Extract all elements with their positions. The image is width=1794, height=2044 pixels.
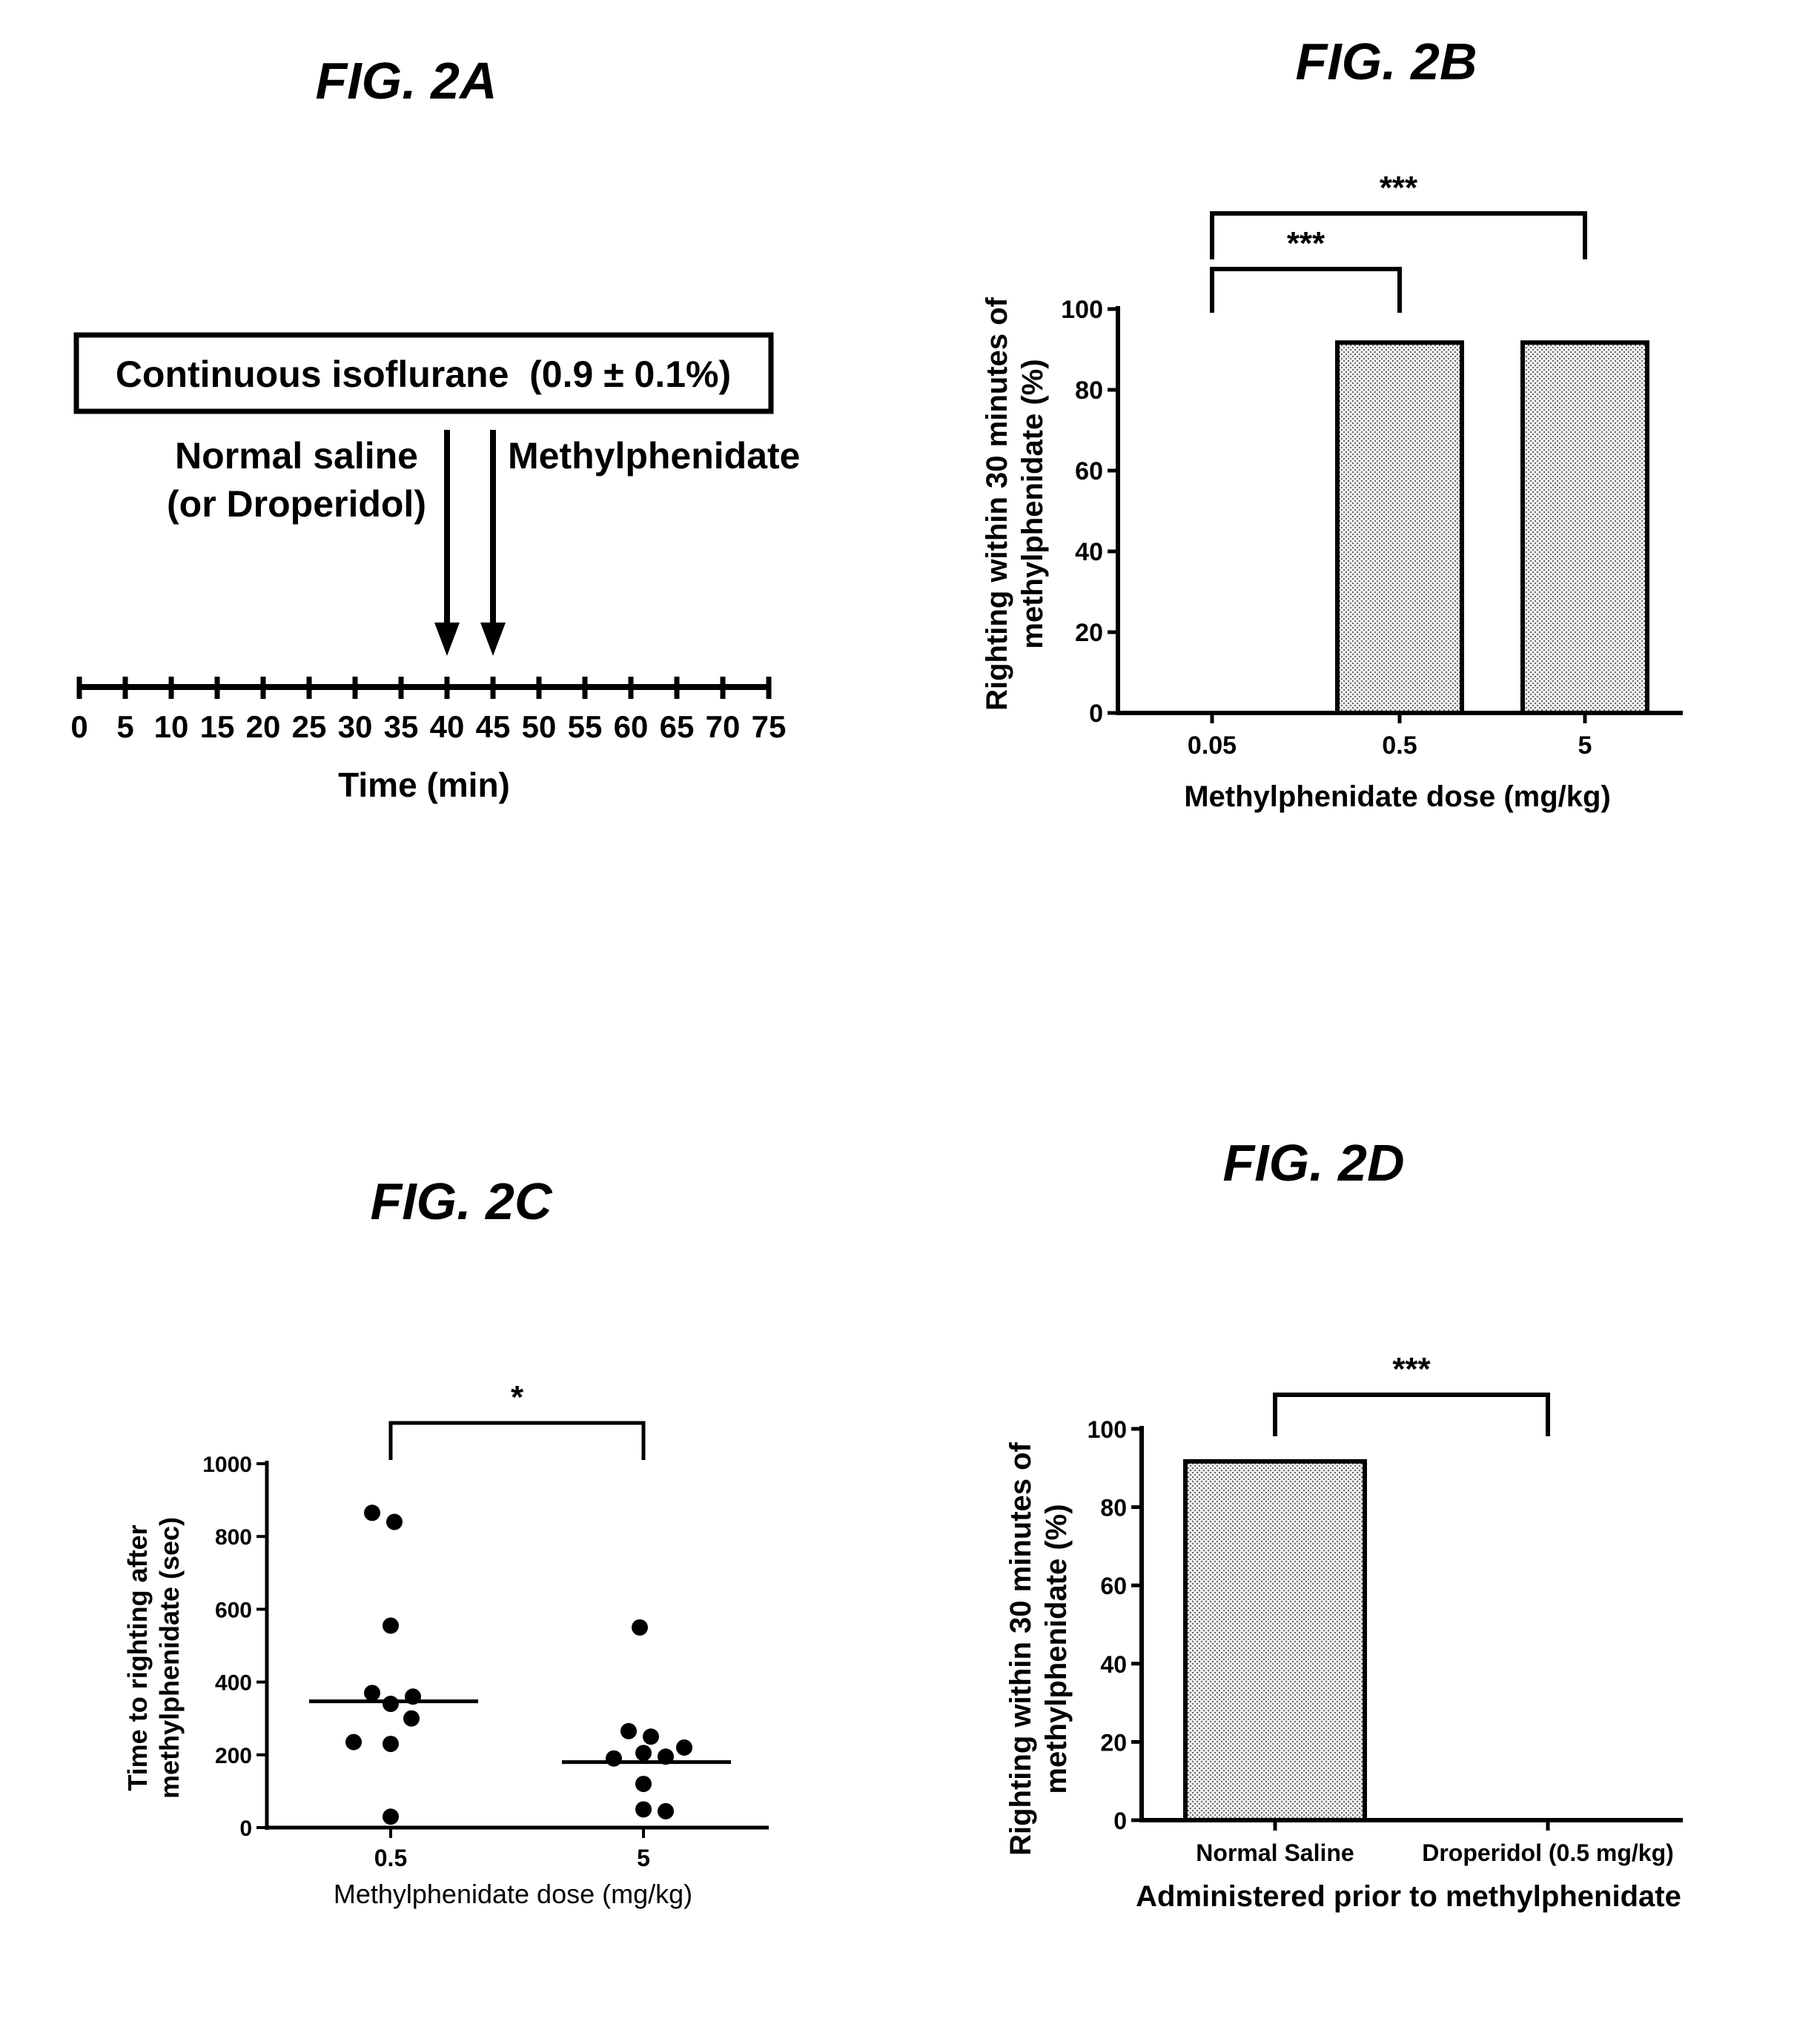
panel-2b-x-tick-label: 0.5: [1382, 731, 1417, 760]
panel-2c-ylabel-line2: methylphenidate (sec): [154, 1517, 185, 1799]
panel-2b-bar: [1523, 342, 1647, 713]
panel-2d-x-tick-label: Normal Saline: [1196, 1839, 1354, 1866]
panel-2c-y-tick-label: 400: [215, 1671, 252, 1696]
panel-2c-data-point: [383, 1736, 399, 1752]
timeline-tick-label: 0: [70, 709, 87, 744]
panel-2c-data-point: [635, 1801, 652, 1817]
panel-2c-data-point: [386, 1514, 403, 1530]
arrow2-label: Methylphenidate: [508, 435, 800, 477]
panel-2d-plot: 0 20 40 60 80 100 Normal Saline Droperidol (0.5…: [1088, 1351, 1683, 1866]
panel-2b-significance-label: ***: [1380, 170, 1418, 206]
panel-2b-y-tick-label: 60: [1075, 457, 1103, 485]
panel-2d-y-tick-label: 80: [1100, 1495, 1127, 1522]
panel-2d-title: FIG. 2D: [1222, 1134, 1404, 1192]
panel-2c-data-point: [383, 1617, 399, 1633]
panel-2b-bar: [1337, 342, 1462, 713]
panel-2b-ylabel-line1: Righting within 30 minutes of: [981, 296, 1013, 710]
arrow-group: [434, 430, 506, 656]
panel-2b: FIG. 2B 0 20 40 60 80 100 0.05 0.5 5 *** *** Methy…: [981, 33, 1683, 813]
panel-2c-data-point: [364, 1685, 380, 1701]
panel-2b-significance-label: ***: [1287, 225, 1325, 262]
panel-2d-y-tick-label: 100: [1088, 1416, 1127, 1443]
panel-2c-data-point: [345, 1734, 362, 1751]
timeline-tick-label: 5: [116, 709, 133, 744]
arrow1-label-line1: Normal saline: [175, 435, 418, 477]
panel-2b-y-tick-label: 40: [1075, 538, 1103, 566]
panel-2c-data-point: [364, 1504, 380, 1521]
panel-2b-xlabel: Methylphenidate dose (mg/kg): [1184, 780, 1611, 813]
timeline-tick-label: 15: [200, 709, 235, 744]
panel-2d-x-tick-label: Droperidol (0.5 mg/kg): [1422, 1839, 1674, 1866]
panel-2c-plot: 0 200 400 600 800 1000 0.5 5 *: [202, 1379, 769, 1871]
panel-2b-x-tick-label: 5: [1578, 731, 1592, 760]
panel-2c-x-tick-label: 5: [637, 1845, 650, 1871]
panel-2c-y-tick-label: 0: [239, 1816, 252, 1841]
panel-2d-y-tick-label: 40: [1100, 1651, 1127, 1678]
panel-2c-data-point: [676, 1739, 692, 1756]
panel-2c-significance-bracket: [391, 1423, 643, 1460]
timeline-tick-label: 50: [522, 709, 557, 744]
methylphenidate-arrowhead: [480, 623, 506, 656]
timeline-tick-label: 25: [292, 709, 327, 744]
panel-2d-ylabel-line1: Righting within 30 minutes of: [1004, 1441, 1037, 1855]
panel-2b-y-tick-label: 100: [1061, 296, 1103, 324]
panel-2b-y-tick-label: 0: [1089, 700, 1103, 728]
panel-2c-y-tick-label: 1000: [202, 1453, 252, 1477]
panel-2d-y-tick-label: 60: [1100, 1573, 1127, 1599]
timeline-tick-label: 65: [660, 709, 695, 744]
panel-2c-data-point: [658, 1803, 674, 1819]
panel-2d-bar: [1185, 1461, 1365, 1820]
panel-2b-plot: 0 20 40 60 80 100 0.05 0.5 5 *** ***: [1061, 170, 1683, 760]
panel-2c-significance-label: *: [511, 1379, 524, 1416]
timeline-tick-label: 35: [384, 709, 419, 744]
arrow1-label-line2: (or Droperidol): [167, 483, 426, 525]
timeline-tick-label: 20: [246, 709, 281, 744]
timeline-tick-label: 60: [614, 709, 649, 744]
panel-2c-x-tick-label: 0.5: [374, 1845, 407, 1871]
panel-2b-x-tick-label: 0.05: [1188, 731, 1237, 760]
isoflurane-box-label: Continuous isoflurane (0.9 ± 0.1%): [116, 354, 731, 395]
panel-2c-ylabel-line1: Time to righting after: [122, 1524, 153, 1791]
panel-2b-y-tick-label: 20: [1075, 619, 1103, 647]
timeline-tick-label: 30: [338, 709, 373, 744]
panel-2c-data-point: [635, 1745, 652, 1761]
panel-2b-significance-bracket: [1212, 213, 1585, 259]
panel-2d-significance-label: ***: [1392, 1351, 1431, 1387]
panel-2b-y-tick-label: 80: [1075, 376, 1103, 405]
panel-2b-title: FIG. 2B: [1295, 33, 1477, 90]
panel-2c-xlabel: Methylphenidate dose (mg/kg): [334, 1879, 692, 1909]
panel-2c: FIG. 2C 0 200 400 600 800 1000 0.5 5 * Methylphe…: [122, 1172, 769, 1909]
timeline-tick-label: 55: [568, 709, 603, 744]
timeline-tick-label: 70: [706, 709, 741, 744]
panel-2c-y-tick-label: 200: [215, 1744, 252, 1768]
panel-2d-significance-bracket: [1275, 1395, 1548, 1436]
panel-2d-y-tick-label: 20: [1100, 1729, 1127, 1756]
timeline-tick-label: 10: [154, 709, 189, 744]
timeline-tick-label: 75: [752, 709, 787, 744]
panel-2d: FIG. 2D 0 20 40 60 80 100 Normal Saline Droperi…: [1004, 1134, 1683, 1913]
panel-2c-data-point: [620, 1723, 637, 1739]
panel-2c-data-point: [632, 1619, 648, 1636]
panel-2c-title: FIG. 2C: [370, 1172, 552, 1230]
panel-2a-title: FIG. 2A: [315, 52, 497, 110]
panel-2c-y-tick-label: 800: [215, 1525, 252, 1550]
timeline-xlabel: Time (min): [338, 766, 510, 804]
panel-2c-data-point: [403, 1710, 420, 1727]
panel-2c-data-point: [643, 1728, 659, 1745]
panel-2c-data-point: [635, 1776, 652, 1792]
panel-2c-data-point: [383, 1696, 399, 1712]
panel-2d-xlabel: Administered prior to methylphenidate: [1136, 1880, 1681, 1913]
panel-2c-data-point: [383, 1808, 399, 1825]
panel-2b-ylabel-line2: methylphenidate (%): [1016, 359, 1049, 648]
timeline-tick-label: 40: [430, 709, 465, 744]
panel-2d-ylabel-line2: methylphenidate (%): [1040, 1504, 1073, 1794]
panel-2c-data-point: [606, 1751, 622, 1767]
panel-2b-significance-bracket: [1212, 269, 1400, 313]
timeline-tick-label: 45: [476, 709, 511, 744]
panel-2c-y-tick-label: 600: [215, 1598, 252, 1622]
panel-2a: FIG. 2A Continuous isoflurane (0.9 ± 0.1…: [70, 52, 800, 804]
saline-arrowhead: [434, 623, 460, 656]
panel-2d-y-tick-label: 0: [1113, 1808, 1127, 1834]
